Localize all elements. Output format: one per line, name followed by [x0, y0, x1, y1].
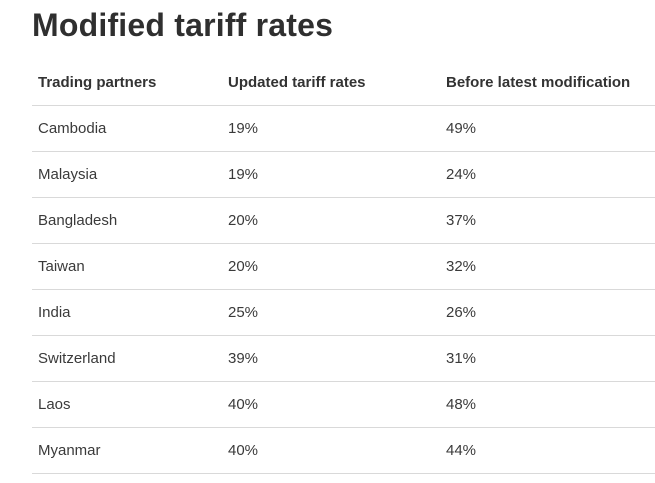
table-row: Laos 40% 48%	[32, 381, 655, 428]
header-before-latest-modification: Before latest modification	[440, 60, 655, 106]
cell-previous-rate: 44%	[440, 427, 655, 474]
cell-partner: Myanmar	[32, 427, 222, 474]
tariff-table: Trading partners Updated tariff rates Be…	[32, 60, 655, 474]
cell-partner: Bangladesh	[32, 197, 222, 244]
cell-updated-rate: 19%	[222, 151, 440, 198]
page-title: Modified tariff rates	[32, 7, 334, 43]
header-updated-tariff-rates: Updated tariff rates	[222, 60, 440, 106]
cell-updated-rate: 40%	[222, 381, 440, 428]
cell-updated-rate: 20%	[222, 197, 440, 244]
cell-previous-rate: 31%	[440, 335, 655, 382]
cell-updated-rate: 19%	[222, 105, 440, 152]
cell-updated-rate: 20%	[222, 243, 440, 290]
cell-previous-rate: 26%	[440, 289, 655, 336]
cell-partner: Switzerland	[32, 335, 222, 382]
cell-partner: Taiwan	[32, 243, 222, 290]
cell-previous-rate: 32%	[440, 243, 655, 290]
cell-previous-rate: 48%	[440, 381, 655, 428]
table-row: Cambodia 19% 49%	[32, 105, 655, 152]
cell-partner: Cambodia	[32, 105, 222, 152]
table-row: Taiwan 20% 32%	[32, 243, 655, 290]
table-row: Myanmar 40% 44%	[32, 427, 655, 474]
cell-updated-rate: 25%	[222, 289, 440, 336]
cell-partner: India	[32, 289, 222, 336]
header-row: Trading partners Updated tariff rates Be…	[32, 60, 655, 106]
cell-partner: Laos	[32, 381, 222, 428]
table-header: Trading partners Updated tariff rates Be…	[32, 60, 655, 106]
cell-updated-rate: 40%	[222, 427, 440, 474]
header-trading-partners: Trading partners	[32, 60, 222, 106]
cell-updated-rate: 39%	[222, 335, 440, 382]
cell-previous-rate: 37%	[440, 197, 655, 244]
table-row: India 25% 26%	[32, 289, 655, 336]
cell-partner: Malaysia	[32, 151, 222, 198]
table-row: Bangladesh 20% 37%	[32, 197, 655, 244]
table-body: Cambodia 19% 49% Malaysia 19% 24% Bangla…	[32, 105, 655, 474]
cell-previous-rate: 24%	[440, 151, 655, 198]
cell-previous-rate: 49%	[440, 105, 655, 152]
table-row: Switzerland 39% 31%	[32, 335, 655, 382]
table-row: Malaysia 19% 24%	[32, 151, 655, 198]
